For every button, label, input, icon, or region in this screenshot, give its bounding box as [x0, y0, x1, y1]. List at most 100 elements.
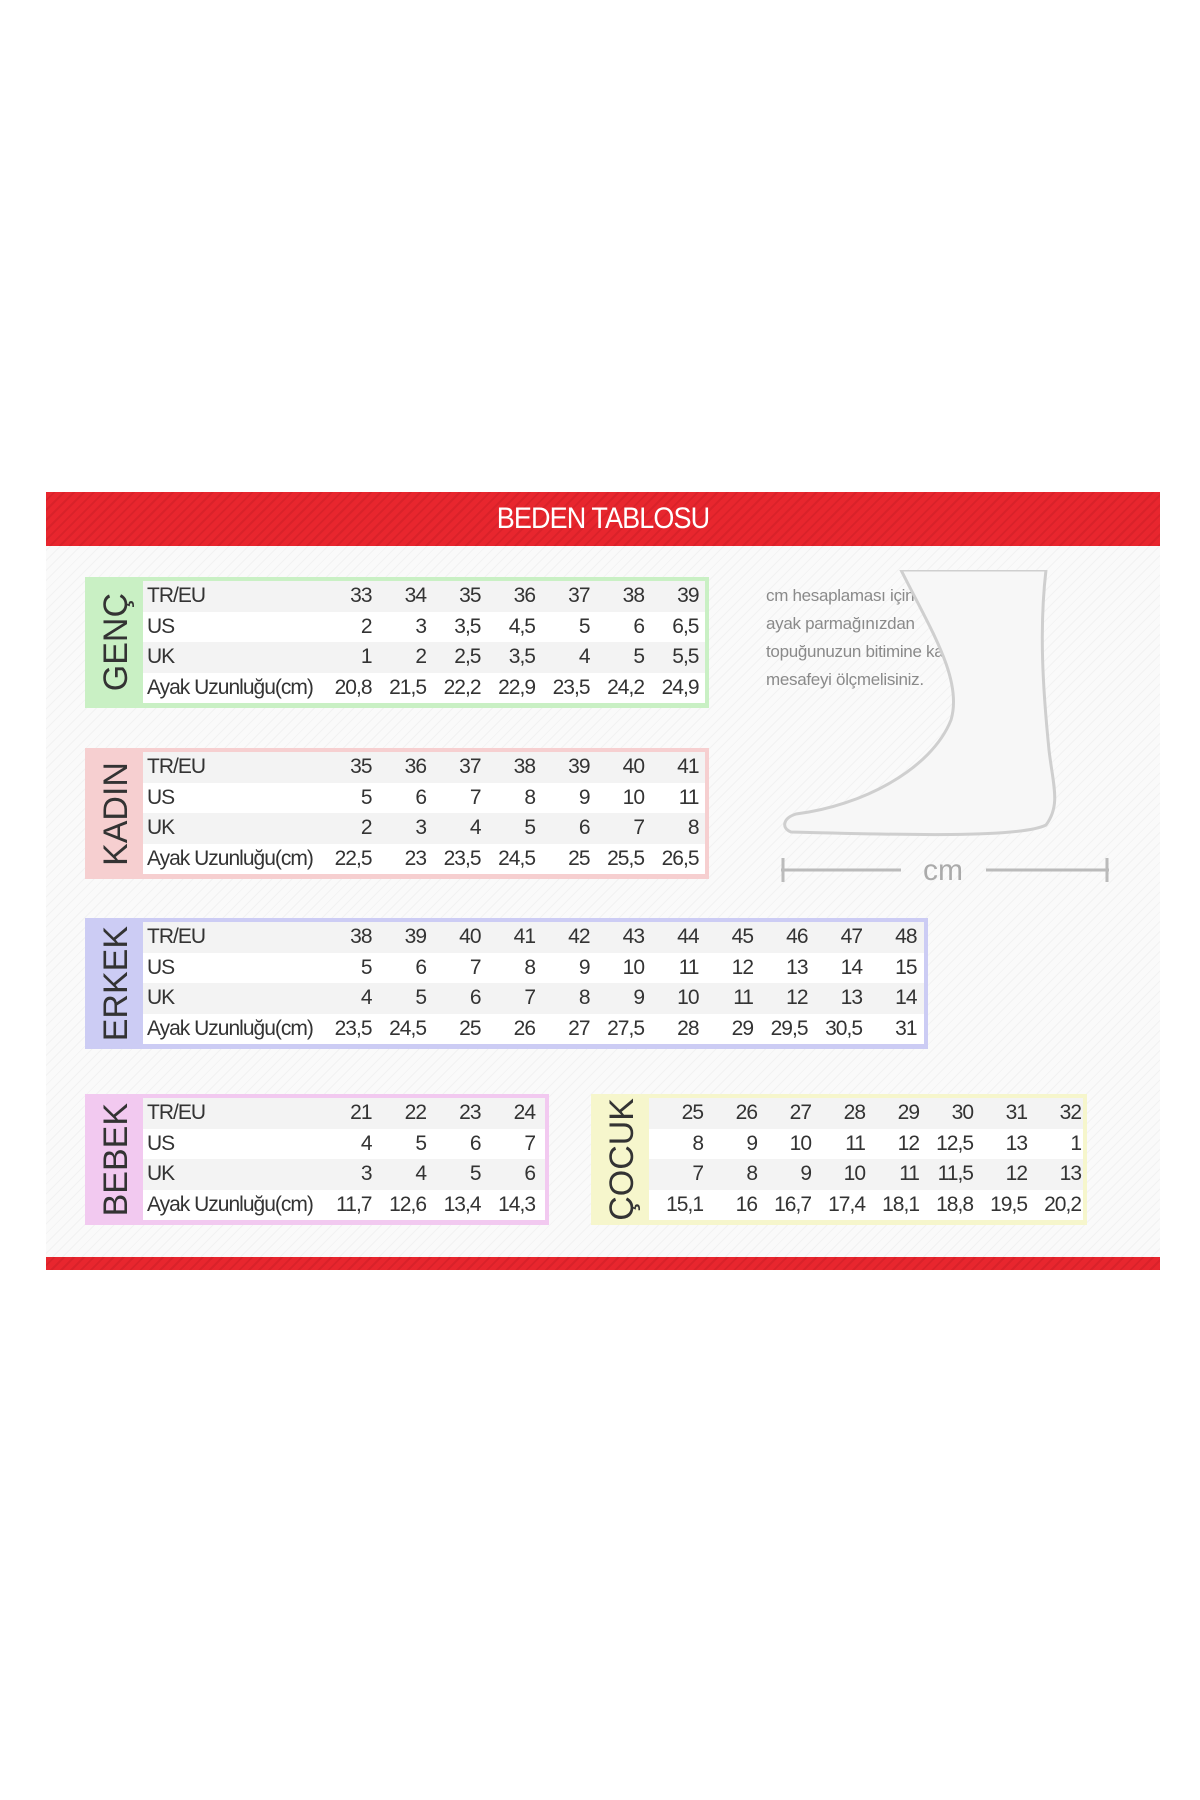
size-cell: 27,5 [607, 1016, 645, 1040]
size-cell: 1 [360, 645, 373, 669]
size-cell: 12 [897, 1131, 920, 1155]
size-cell: 23 [404, 846, 427, 870]
size-cell: 22,5 [334, 846, 373, 870]
table-row: Ayak Uzunluğu(cm) 22,5 23 23,5 24,5 25 25,5 26,… [143, 843, 705, 874]
size-cell: 15,1 [666, 1192, 704, 1216]
category-label: BEBEK [89, 1098, 143, 1221]
size-cell: 24,5 [389, 1016, 427, 1040]
size-cell: 12 [731, 955, 754, 979]
table-row: UK 3 4 5 6 [143, 1159, 545, 1190]
row-label: UK [147, 816, 175, 840]
size-cell: 28 [843, 1101, 866, 1125]
size-cell: 24 [513, 1101, 536, 1125]
size-cell: 10 [677, 986, 699, 1010]
size-cell: 6 [415, 955, 427, 979]
table-row: US 2 3 3,5 4,5 5 6 6,5 [143, 611, 705, 642]
table-row: 8 9 10 11 12 12,5 13 1 [649, 1128, 1083, 1159]
size-cell: 8 [524, 955, 536, 979]
size-cell: 3,5 [454, 614, 481, 638]
cm-label: cm [923, 854, 963, 887]
size-cell: 35 [459, 584, 481, 608]
row-label: Ayak Uzunluğu(cm) [147, 1192, 314, 1216]
foot-illustration: cm [781, 570, 1109, 887]
size-cell: 8 [746, 1162, 758, 1186]
row-label: TR/EU [147, 925, 206, 949]
size-cell: 3,5 [508, 645, 536, 669]
size-cell: 11 [733, 986, 754, 1010]
size-cell: 7 [469, 785, 482, 809]
row-label: UK [147, 645, 175, 669]
size-table-erkek: ERKEK TR/EU 38 39 40 41 42 43 44 45 46 47 48 US 5 6 7 8 9 1… [85, 918, 928, 1049]
category-label: KADIN [89, 752, 143, 875]
size-cell: 3 [415, 816, 427, 840]
size-cell: 45 [731, 925, 754, 949]
row-label: TR/EU [147, 584, 206, 608]
size-cell: 20,8 [334, 675, 373, 699]
size-cell: 2,5 [454, 645, 481, 669]
category-label: ERKEK [89, 922, 143, 1045]
size-cell: 41 [513, 925, 536, 949]
category-label: ÇOCUK [595, 1098, 649, 1221]
size-cell: 3 [360, 1162, 373, 1186]
size-cell: 5 [469, 1162, 482, 1186]
size-cell: 2 [360, 614, 373, 638]
size-cell: 30 [951, 1101, 974, 1125]
size-cell: 39 [568, 755, 590, 779]
size-cell: 6 [633, 614, 645, 638]
row-label: TR/EU [147, 755, 206, 779]
size-cell: 6 [469, 986, 482, 1010]
size-cell: 21 [350, 1101, 372, 1125]
size-cell: 14,3 [498, 1192, 536, 1216]
size-table-cocuk: ÇOCUK 25 26 27 28 29 30 31 32 8 9 10 11 12 12,5 13 1 7 8 9 1… [591, 1094, 1087, 1225]
row-label: Ayak Uzunluğu(cm) [147, 846, 314, 870]
table-row: US 5 6 7 8 9 10 11 12 13 14 15 [143, 952, 924, 983]
page-title: BEDEN TABLOSU [496, 502, 710, 535]
size-cell: 18,1 [882, 1192, 920, 1216]
title-banner: BEDEN TABLOSU [46, 492, 1160, 546]
size-cell: 4 [415, 1162, 427, 1186]
size-cell: 5,5 [672, 645, 699, 669]
size-cell: 1 [1070, 1131, 1082, 1155]
size-cell: 22,9 [498, 675, 536, 699]
size-cell: 17,4 [828, 1192, 866, 1216]
size-cell: 13 [840, 986, 863, 1010]
size-cell: 14 [895, 986, 917, 1010]
size-cell: 19,5 [990, 1192, 1028, 1216]
size-cell: 12 [786, 986, 808, 1010]
size-cell: 9 [633, 986, 645, 1010]
size-cell: 31 [895, 1016, 917, 1040]
size-cell: 4 [360, 986, 373, 1010]
bottom-bar [46, 1257, 1160, 1270]
size-cell: 11 [678, 955, 700, 979]
size-cell: 8 [692, 1131, 704, 1155]
size-cell: 2 [415, 645, 427, 669]
size-cell: 30,5 [825, 1016, 863, 1040]
size-cell: 39 [404, 925, 427, 949]
size-cell: 9 [578, 955, 591, 979]
size-cell: 22 [404, 1101, 427, 1125]
size-cell: 25 [681, 1101, 704, 1125]
size-cell: 6 [578, 816, 591, 840]
size-cell: 24,5 [498, 846, 536, 870]
size-cell: 39 [677, 584, 699, 608]
size-cell: 8 [524, 785, 536, 809]
table-row: US 5 6 7 8 9 10 11 [143, 782, 705, 813]
table-row: TR/EU 35 36 37 38 39 40 41 [143, 752, 705, 783]
size-cell: 6,5 [672, 614, 699, 638]
size-cell: 37 [568, 584, 590, 608]
size-cell: 4 [360, 1131, 373, 1155]
size-cell: 16 [735, 1192, 758, 1216]
size-table-kadin: KADIN TR/EU 35 36 37 38 39 40 41 US 5 6 7 8 9 10 11 UK 2 3 4… [85, 748, 709, 879]
size-cell: 29 [731, 1016, 754, 1040]
size-cell: 18,8 [936, 1192, 974, 1216]
size-cell: 7 [524, 986, 536, 1010]
size-cell: 26,5 [661, 846, 700, 870]
size-cell: 21,5 [389, 675, 427, 699]
size-cell: 24,2 [607, 675, 645, 699]
size-cell: 6 [415, 785, 427, 809]
size-cell: 11 [899, 1162, 920, 1186]
size-cell: 7 [469, 955, 482, 979]
size-cell: 7 [524, 1131, 536, 1155]
size-cell: 36 [513, 584, 536, 608]
size-cell: 2 [360, 816, 373, 840]
